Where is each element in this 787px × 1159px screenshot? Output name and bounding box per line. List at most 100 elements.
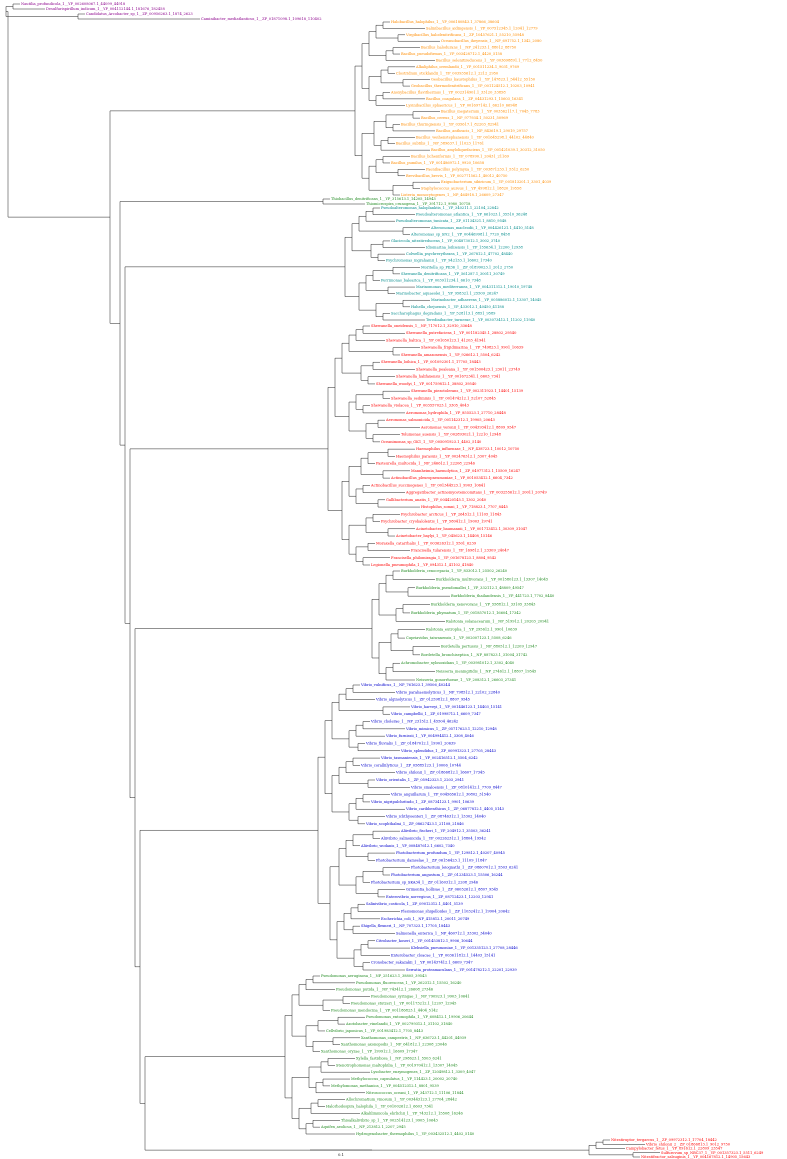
leaf-label: Pseudomonas_fluorescens_1__YP_262312.1_1… <box>356 981 462 985</box>
leaf-label: Psychrobacter_arcticus_1__YP_264512.1_11… <box>401 512 502 516</box>
leaf-label: Paenibacillus_polymyxa_1__YP_003871233.1… <box>426 167 530 171</box>
leaf-label: Marinobacter_adhaerens_1__YP_005886012.1… <box>431 298 542 302</box>
leaf-label: Marinobacter_aquaeolei_1__YP_958321.1_25… <box>396 292 499 296</box>
leaf-label: Bacillus_licheniformis_1__YP_078990.1_20… <box>411 155 510 159</box>
leaf-label: Nautilia_profundicola_1__YP_002608067.1_… <box>21 2 126 6</box>
leaf-label: Photobacterium_profundum_1__YP_129812.1_… <box>396 851 506 855</box>
leaf-label: Francisella_philomiragia_1__YP_001678123… <box>391 556 496 560</box>
leaf-label: Pseudomonas_entomophila_1__YP_608412.1_1… <box>366 1015 474 1019</box>
leaf-label: Xanthomonas_campestris_1__NP_636723.1_44… <box>361 1036 467 1040</box>
leaf-label: Pseudomonas_syringae_1__NP_790923.1_9903… <box>371 995 470 999</box>
leaf-label: Mannheimia_haemolytica_1__ZP_04977312.1_… <box>411 469 521 473</box>
leaf-label: Bacillus_coagulans_1__ZP_04431293.1_1560… <box>426 97 523 101</box>
leaf-label: Histophilus_somni_1__YP_718823.1_7707_84… <box>421 505 508 509</box>
leaf-label: Escherichia_coli_1__NP_415812.1_20011_20… <box>381 917 470 921</box>
leaf-label: Salinivibrio_costicola_1__ZP_09012312.1_… <box>366 902 463 906</box>
leaf-label: Alkaliphilus_oremlandii_1__YP_001511234.… <box>415 65 520 69</box>
leaf-label: Vibrio_splendidus_1__ZP_00991323.1_27705… <box>400 749 497 753</box>
leaf-label: Xanthomonas_axonopodis_1__NP_641812.1_22… <box>341 1043 448 1047</box>
leaf-label: Vibrio_ichthyoenteri_1__ZP_08746312.1_13… <box>385 815 486 819</box>
leaf-label: Acinetobacter_baumannii_1__YP_001713412.… <box>415 527 528 531</box>
leaf-label: Psychromonas_ingrahamii_1__YP_942133.1_1… <box>386 259 492 263</box>
leaf-label: Tolumonas_auensis_1__YP_002893021.1_1221… <box>401 433 502 437</box>
leaf-label: Burkholderia_pseudomallei_1__YP_332112.1… <box>416 586 524 590</box>
leaf-label: Allochromatium_vinosum_1__YP_003443123.1… <box>345 1098 457 1102</box>
leaf-label: Serratia_proteamaculans_1__YP_001478212.… <box>406 968 517 972</box>
leaf-label: Pseudomonas_stutzeri_1__YP_001173212.1_1… <box>351 1001 457 1005</box>
leaf-label: Legionella_pneumophila_1__YP_094312.1_41… <box>371 563 474 567</box>
leaf-label: Enterovibrio_norvegicus_1__ZP_08712423.1… <box>386 895 493 899</box>
leaf-label: Nitratifractor_salsuginis_1__YP_00416781… <box>641 1155 751 1159</box>
leaf-label: Burkholderia_xenovorans_1__YP_558812.1_3… <box>431 603 536 607</box>
leaf-label: Burkholderia_multivorans_1__YP_001580123… <box>436 577 549 581</box>
leaf-label: Aliivibrio_salmonicida_1__YP_002262312.1… <box>380 836 486 840</box>
leaf-label: Shewanella_woodyi_1__YP_001759812.1_3880… <box>376 382 477 386</box>
leaf-label: Shewanella_pealeana_1__YP_001500423.1_23… <box>416 367 521 371</box>
leaf-label: Nitrosococcus_oceani_1__YP_343712.1_1110… <box>366 1091 464 1095</box>
leaf-label: Pasteurella_multocida_1__NP_246612.1_222… <box>376 462 476 466</box>
leaf-label: Vibrio_parahaemolyticus_1__NP_798512.1_2… <box>395 690 501 694</box>
leaf-label: Hahella_chejuensis_1__YP_433012.1_40450_… <box>411 305 505 309</box>
leaf-label: Photobacterium_angustum_1__ZP_01234523.1… <box>391 873 503 877</box>
leaf-label: Vibrio_alginolyticus_1__ZP_01259812.1_88… <box>375 698 471 702</box>
leaf-label: Vibrio_sinaloensis_1__ZP_08101412.1_7709… <box>410 785 503 789</box>
leaf-label: Shewanella_oneidensis_1__NP_717012.1_329… <box>371 324 472 328</box>
leaf-label: Hydrogenobacter_thermophilus_1__YP_00343… <box>356 1132 475 1136</box>
leaf-label: Bacillus_subtilis_1__NP_389637.1_11023_1… <box>396 142 484 146</box>
leaf-label: Vibrio_fluvialis_1__ZP_01847012.1_19901_… <box>365 741 456 745</box>
leaf-label: Caminibacter_mediatlanticus_1__ZP_018710… <box>201 17 322 21</box>
leaf-label: Ralstonia_solanacearum_1__NP_519912.1_20… <box>446 619 549 623</box>
leaf-label: Stenotrophomonas_maltophilia_1__YP_00197… <box>336 1063 458 1067</box>
leaf-label: Achromobacter_xylosoxidans_1__YP_0039810… <box>400 661 515 665</box>
leaf-label: Glaciecola_nitratireducens_1__YP_0048730… <box>391 239 501 243</box>
leaf-label: Vibrio_cholerae_1__NP_231512.1_45504_462… <box>370 720 458 724</box>
leaf-label: Shewanella_baltica_1__YP_001050123.1_412… <box>386 338 486 342</box>
leaf-label: Anoxybacillus_flavithermus_1__YP_0023149… <box>390 90 506 94</box>
leaf-label: Haemophilus_influenzae_1__NP_438723.1_10… <box>416 447 520 451</box>
leaf-label: Thiomicrospira_crunogena_1__YP_391712.1_… <box>366 202 471 206</box>
leaf-label: Bacillus_selenitireducens_1__YP_00369889… <box>436 58 543 62</box>
leaf-label: Aquifex_aeolicus_1__NP_213812.1_2207_294… <box>320 1125 406 1129</box>
leaf-label: Shigella_flexneri_1__NP_707323.1_17705_1… <box>361 924 451 928</box>
leaf-label: Azotobacter_vinelandii_1__YP_002799312.1… <box>345 1022 453 1026</box>
leaf-label: Bacillus_cereus_1__NP_977934.1_50231_509… <box>421 116 509 120</box>
leaf-label: Aliivibrio_wodanis_1__YP_008487612.1_660… <box>360 844 455 848</box>
leaf-label: Psychrobacter_cryohalolentis_1__YP_58041… <box>381 520 493 524</box>
leaf-label: Bacillus_thuringiensis_1__YP_035617.1_82… <box>401 123 499 127</box>
leaf-label: Shewanella_denitrificans_1__YP_561287.1_… <box>401 272 505 276</box>
leaf-label: Brevibacillus_brevis_1__YP_002771562.1_4… <box>406 174 508 178</box>
leaf-label: Vibrio_caribbenthicus_1__ZP_06877812.1_4… <box>405 807 505 811</box>
leaf-label: Bacillus_pseudofirmus_1__YP_003428712.1_… <box>401 52 503 56</box>
leaf-label: Teredinibacter_turnerae_1__YP_003073412.… <box>426 318 536 322</box>
leaf-label: Cupriavidus_taiwanensis_1__YP_002007123.… <box>406 636 512 640</box>
leaf-label: Methylomonas_methanica_1__YP_004512312.1… <box>331 1084 440 1088</box>
leaf-label: Shewanella_putrefaciens_1__YP_001182345.… <box>406 331 517 335</box>
leaf-label: Bacillus_anthracis_1__NP_843619.1_29019_… <box>436 129 529 133</box>
leaf-label: Nitratiruptor_tergarcus_1__ZP_09972312.1… <box>611 1138 717 1142</box>
leaf-label: Pseudoalteromonas_atlantica_1__YP_661023… <box>416 213 528 217</box>
leaf-label: Staphylococcus_aureus_1__YP_499812.1_188… <box>421 187 522 191</box>
leaf-label: Pseudoalteromonas_tunicata_1__ZP_0113432… <box>396 219 507 223</box>
leaf-label: Ralstonia_eutropha_1__YP_295612.1_9901_1… <box>426 628 518 632</box>
leaf-label: Vibrio_orientalis_1__ZP_05942323.1_2203_… <box>375 778 464 782</box>
leaf-label: Shewanella_sediminis_1__YP_001474212.1_5… <box>391 396 497 400</box>
leaf-label: Ferrimonas_balearica_1__YP_003911234.1_6… <box>381 278 481 282</box>
leaf-label: Aeromonas_salmonicida_1__YP_001142312.1_… <box>385 418 495 422</box>
leaf-label: Burkholderia_phymatum_1__YP_001857012.1_… <box>411 611 521 615</box>
leaf-label: Vibrio_shilonii_1__ZP_01866812.1_16607_1… <box>395 771 485 775</box>
leaf-label: Oceanimonas_sp_GK1_1__YP_005091923.1_440… <box>381 440 482 444</box>
leaf-label: Thiobacillus_denitrificans_1__YP_315613.… <box>331 197 436 201</box>
leaf-label: Photobacterium_sp_SKA34_1__ZP_01160312.1… <box>371 880 479 884</box>
leaf-label: Aliivibrio_fischeri_1__YP_204912.1_35503… <box>400 829 491 833</box>
leaf-label: Bacillus_amyloliquefaciens_1__YP_0014210… <box>431 148 545 152</box>
leaf-label: Bacillus_halodurans_1__NP_241233.1_88012… <box>421 46 517 50</box>
leaf-label: Aeromonas_hydrophila_1__YP_855523.1_2771… <box>405 411 506 415</box>
leaf-label: Oceanobacillus_iheyensis_1__NP_691752.1_… <box>441 39 542 43</box>
leaf-label: Pseudomonas_aeruginosa_1__NP_251623.1_38… <box>321 974 427 978</box>
leaf-label: Moraxella_catarrhalis_1__YP_003626312.1_… <box>376 541 477 545</box>
leaf-label: Shewanella_frigidimarina_1__YP_749823.1_… <box>421 346 524 350</box>
leaf-label: Pseudomonas_mendocina_1__YP_001186823.1_… <box>331 1008 438 1012</box>
leaf-label: Vibrio_scophthalmi_1__ZP_08627423.1_2110… <box>365 822 464 826</box>
leaf-label: Pseudoalteromonas_haloplanktis_1__YP_340… <box>381 206 499 210</box>
leaf-label: Candidatus_Arcobacter_sp_1__ZP_00956263.… <box>86 12 193 16</box>
